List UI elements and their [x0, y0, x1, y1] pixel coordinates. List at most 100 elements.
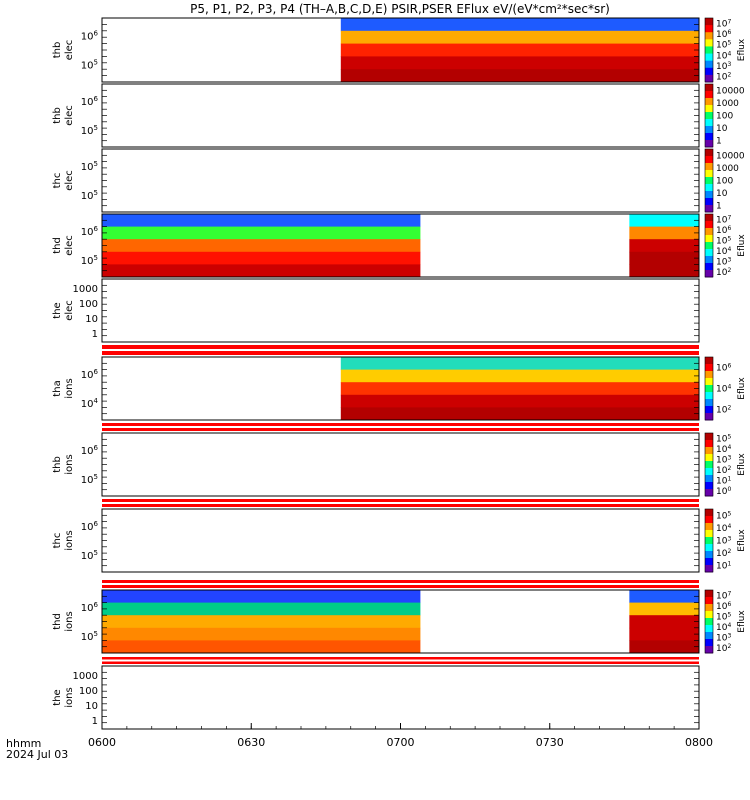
- panel-species-label: elec: [64, 235, 75, 256]
- heatmap-cell: [629, 226, 699, 240]
- colorbar-tick-label: 103: [716, 256, 731, 267]
- colorbar-tick-label: 104: [716, 50, 731, 61]
- y-tick-label: 105: [81, 189, 98, 202]
- colorbar-tick-label: 106: [716, 363, 731, 374]
- colorbar-swatch: [705, 105, 713, 113]
- panel-probe-label: thd: [52, 237, 63, 254]
- colorbar-tick-label: 100: [716, 486, 731, 497]
- colorbar-tick-label: 105: [716, 433, 731, 444]
- colorbar-swatch: [705, 611, 713, 619]
- gap-band-divider: [102, 502, 699, 504]
- colorbar-swatch: [705, 242, 713, 250]
- heatmap-cell: [102, 640, 421, 654]
- colorbar-swatch: [705, 530, 713, 538]
- colorbar-swatch: [705, 378, 713, 386]
- heatmap-cell: [102, 239, 421, 253]
- colorbar-tick-label: 102: [716, 643, 731, 654]
- heatmap-cell: [102, 602, 421, 616]
- colorbar-swatch: [705, 205, 713, 213]
- y-tick-label: 100: [79, 299, 98, 310]
- panel-probe-label: thd: [52, 613, 63, 630]
- gap-band-divider: [102, 659, 699, 662]
- colorbar-swatch: [705, 482, 713, 490]
- colorbar-swatch: [705, 371, 713, 379]
- colorbar-title: Eflux: [737, 529, 747, 552]
- y-tick-label: 106: [81, 225, 99, 238]
- colorbar-swatch: [705, 604, 713, 612]
- spectrogram-panel: 106 104 tha ions 106 104 102 Eflux: [52, 356, 747, 421]
- colorbar-frame: [704, 83, 714, 148]
- colorbar-tick-label: 104: [716, 622, 731, 633]
- colorbar-swatch: [705, 91, 713, 99]
- x-axis-label: hhmm: [6, 737, 41, 750]
- colorbar-swatch: [705, 509, 713, 517]
- colorbar-swatch: [705, 46, 713, 55]
- panel-background: [102, 279, 699, 342]
- colorbar-tick-label: 106: [716, 29, 731, 40]
- colorbar-swatch: [705, 392, 713, 400]
- y-tick-label: 10: [85, 701, 98, 712]
- colorbar-swatch: [705, 221, 713, 229]
- panel-species-label: elec: [64, 170, 75, 191]
- colorbar-tick-label: 1000: [716, 164, 739, 174]
- panel-probe-label: thb: [52, 107, 63, 124]
- colorbar-frame: [704, 213, 714, 278]
- colorbar-swatch: [705, 618, 713, 626]
- panel-probe-label: tha: [52, 380, 63, 396]
- colorbar-swatch: [705, 126, 713, 134]
- colorbar-tick-label: 100: [716, 177, 733, 187]
- heatmap-cell: [102, 251, 421, 265]
- colorbar-title: Eflux: [737, 234, 747, 257]
- heatmap-cell: [102, 615, 421, 629]
- colorbar-swatch: [705, 454, 713, 462]
- colorbar-swatch: [705, 357, 713, 365]
- colorbar: 10000 1000 100 10 1: [704, 148, 745, 213]
- colorbar-swatch: [705, 228, 713, 236]
- colorbar-tick-label: 103: [716, 454, 731, 465]
- y-tick-label: 106: [81, 444, 99, 457]
- heatmap-cell: [629, 602, 699, 616]
- colorbar-tick-label: 104: [716, 384, 731, 395]
- y-tick-label: 106: [81, 95, 99, 108]
- y-tick-label: 105: [81, 160, 98, 173]
- colorbar-tick-label: 102: [716, 548, 731, 559]
- colorbar-tick-label: 104: [716, 523, 731, 534]
- colorbar-frame: [704, 17, 714, 83]
- colorbar-swatch: [705, 184, 713, 192]
- heatmap-cell: [629, 214, 699, 228]
- colorbar-swatch: [705, 18, 713, 26]
- colorbar-swatch: [705, 25, 713, 33]
- heatmap-cell: [629, 640, 699, 654]
- colorbar-swatch: [705, 177, 713, 185]
- y-tick-label: 105: [81, 549, 98, 562]
- heatmap-cell: [629, 251, 699, 265]
- heatmap-cell: [340, 56, 699, 70]
- colorbar-tick-label: 103: [716, 61, 731, 72]
- panel-species-label: elec: [64, 105, 75, 126]
- colorbar-swatch: [705, 516, 713, 524]
- colorbar-swatch: [705, 53, 713, 62]
- colorbar-tick-label: 107: [716, 214, 731, 225]
- heatmap-cell: [340, 357, 699, 371]
- colorbar-swatch: [705, 256, 713, 264]
- spectrogram-panel: 106 105 thb elec 10000 1000 100 10 1: [52, 83, 745, 148]
- colorbar-swatch: [705, 156, 713, 164]
- colorbar-tick-label: 103: [716, 536, 731, 547]
- x-axis: 0600 0630 0700 0730 0800: [88, 723, 713, 749]
- colorbar-swatch: [705, 214, 713, 222]
- colorbar-tick-label: 107: [716, 590, 731, 601]
- colorbar-swatch: [705, 639, 713, 647]
- colorbar-tick-label: 107: [716, 18, 731, 29]
- colorbar-swatch: [705, 263, 713, 271]
- heatmap-cell: [102, 226, 421, 240]
- colorbar: 10000 1000 100 10 1: [704, 83, 745, 148]
- colorbar-swatch: [705, 646, 713, 654]
- colorbar-frame: [704, 148, 714, 213]
- colorbar-swatch: [705, 39, 713, 47]
- colorbar-swatch: [705, 551, 713, 559]
